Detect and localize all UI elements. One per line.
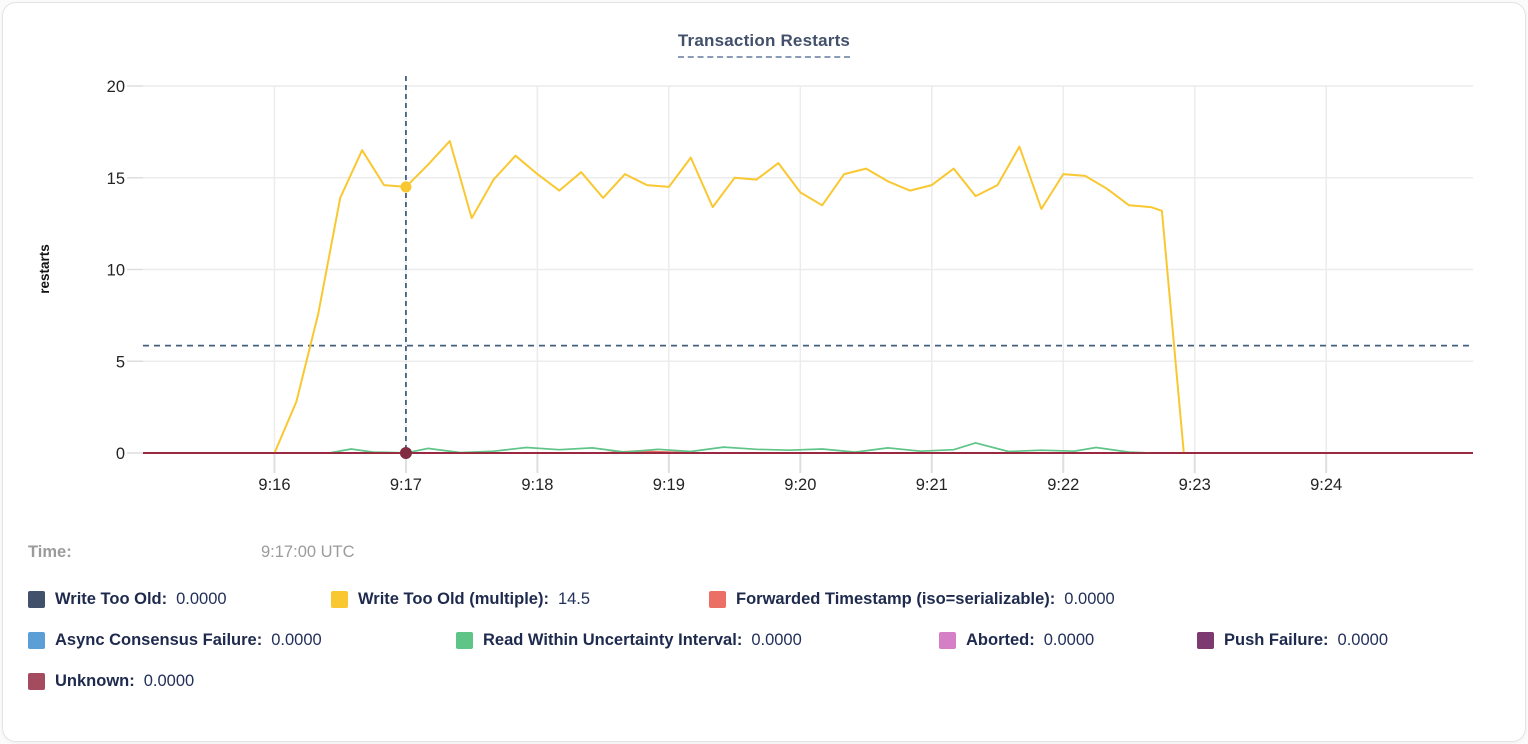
legend-item-read_within_uncertainty_interval[interactable]: Read Within Uncertainty Interval: 0.0000: [456, 631, 939, 650]
svg-text:10: 10: [107, 262, 125, 280]
legend-swatch-unknown: [28, 673, 45, 690]
svg-text:9:21: 9:21: [916, 476, 948, 494]
legend-label: Unknown:: [55, 672, 135, 690]
legend-label: Aborted:: [966, 631, 1035, 649]
svg-text:0: 0: [116, 445, 125, 463]
svg-text:20: 20: [107, 78, 125, 96]
transaction-restarts-chart[interactable]: 0 5 10 15 20 9:16 9:17 9:18 9:19 9:20 9:21 9:22 9:23…: [3, 3, 1526, 518]
x-axis-tick-labels: 9:16 9:17 9:18 9:19 9:20 9:21 9:22 9:23 9:24: [258, 476, 1342, 494]
chart-legend: Write Too Old: 0.0000 Write Too Old (multi…: [28, 590, 1515, 713]
legend-row-2: Async Consensus Failure: 0.0000 Read Withi…: [28, 631, 1515, 650]
legend-swatch-read_within_uncertainty_interval: [456, 632, 473, 649]
legend-value: 0.0000: [1043, 631, 1095, 649]
legend-swatch-write_too_old_multiple: [331, 591, 348, 608]
legend-swatch-async_consensus_failure: [28, 632, 45, 649]
series-line-write_too_old_multiple: [273, 140, 1185, 454]
hover-dot-write_too_old_multiple: [400, 181, 412, 193]
legend-item-aborted[interactable]: Aborted: 0.0000: [939, 631, 1197, 650]
svg-text:9:17: 9:17: [390, 476, 422, 494]
chart-svg[interactable]: 0 5 10 15 20 9:16 9:17 9:18 9:19 9:20 9:21 9:22 9:23…: [3, 3, 1526, 518]
legend-label: Push Failure:: [1224, 631, 1329, 649]
legend-row-1: Write Too Old: 0.0000 Write Too Old (multi…: [28, 590, 1515, 609]
legend-value: 0.0000: [143, 672, 195, 690]
y-axis-tick-labels: 0 5 10 15 20: [107, 78, 125, 463]
hover-time-row: Time: 9:17:00 UTC: [28, 543, 1500, 562]
svg-text:9:19: 9:19: [653, 476, 685, 494]
legend-swatch-write_too_old: [28, 591, 45, 608]
legend-label: Forwarded Timestamp (iso=serializable):: [736, 590, 1056, 608]
hover-time-value: 9:17:00 UTC: [261, 543, 355, 561]
svg-text:9:23: 9:23: [1179, 476, 1211, 494]
legend-item-write_too_old_multiple[interactable]: Write Too Old (multiple): 14.5: [331, 590, 709, 609]
legend-item-write_too_old[interactable]: Write Too Old: 0.0000: [28, 590, 331, 609]
svg-text:9:22: 9:22: [1047, 476, 1079, 494]
legend-value: 0.0000: [751, 631, 802, 649]
legend-row-3: Unknown: 0.0000: [28, 672, 1515, 691]
hover-dot-unknown: [399, 447, 412, 459]
legend-value: 14.5: [557, 590, 591, 608]
chart-title[interactable]: Transaction Restarts: [677, 31, 851, 58]
svg-text:15: 15: [107, 170, 125, 188]
legend-item-unknown[interactable]: Unknown: 0.0000: [28, 672, 222, 691]
legend-swatch-aborted: [939, 632, 956, 649]
legend-label: Async Consensus Failure:: [55, 631, 263, 649]
legend-value: 0.0000: [1337, 631, 1388, 649]
legend-value: 0.0000: [176, 590, 227, 608]
svg-text:9:20: 9:20: [784, 476, 816, 494]
legend-swatch-forwarded_timestamp_iso_serializable: [709, 591, 726, 608]
legend-swatch-push_failure: [1197, 632, 1214, 649]
series-line-read_within_uncertainty_interval: [329, 442, 1151, 454]
gridlines: [127, 85, 1473, 473]
chart-header: Transaction Restarts: [3, 31, 1525, 58]
legend-value: 0.0000: [1064, 590, 1115, 608]
legend-item-async_consensus_failure[interactable]: Async Consensus Failure: 0.0000: [28, 631, 456, 650]
hover-time-label: Time:: [28, 543, 72, 561]
svg-text:9:18: 9:18: [521, 476, 553, 494]
y-axis-label: restarts: [37, 244, 52, 294]
svg-text:5: 5: [116, 353, 125, 371]
legend-item-forwarded_timestamp_iso_serializable[interactable]: Forwarded Timestamp (iso=serializable): 0…: [709, 590, 1143, 609]
svg-text:9:24: 9:24: [1310, 476, 1342, 494]
legend-value: 0.0000: [271, 631, 322, 649]
svg-text:9:16: 9:16: [258, 476, 290, 494]
legend-label: Read Within Uncertainty Interval:: [483, 631, 743, 649]
legend-label: Write Too Old (multiple):: [358, 590, 549, 608]
legend-label: Write Too Old:: [55, 590, 168, 608]
legend-item-push_failure[interactable]: Push Failure: 0.0000: [1197, 631, 1416, 650]
